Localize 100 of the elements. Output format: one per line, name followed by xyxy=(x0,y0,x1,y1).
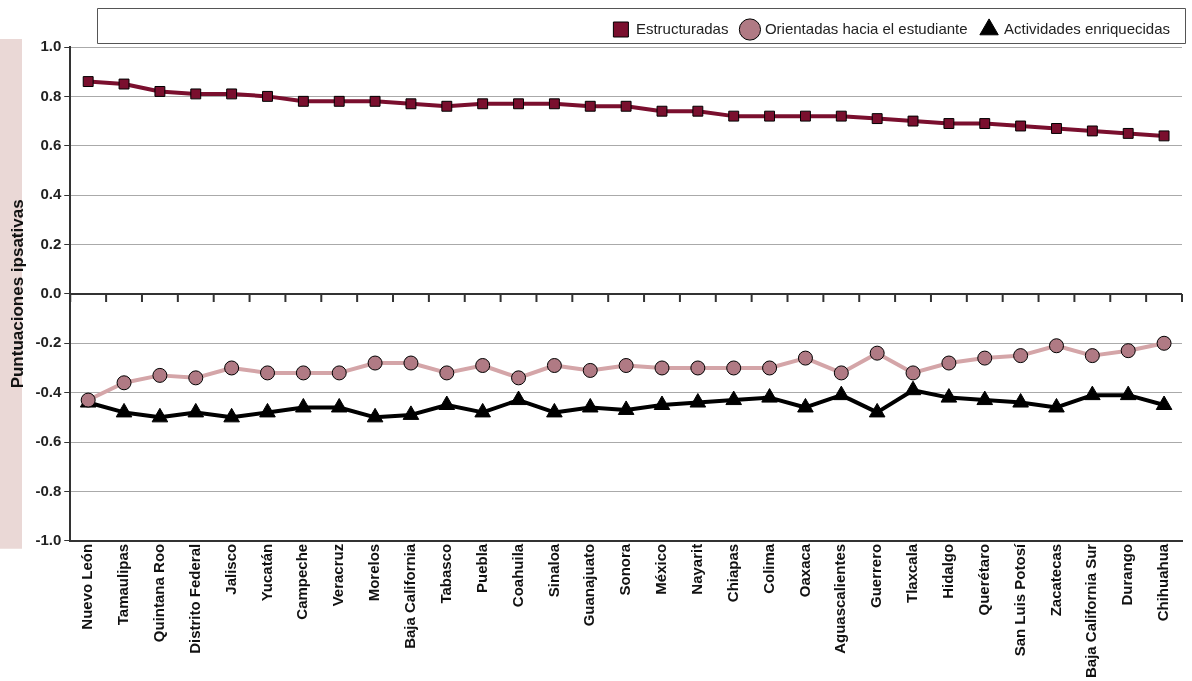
point xyxy=(581,397,599,413)
x-tick-label: Sonora xyxy=(616,543,634,596)
x-tick-label: Jalisco xyxy=(221,543,239,595)
x-tick-label: Tamaulipas xyxy=(114,543,132,626)
x-tick-label: Quintana Roo xyxy=(150,543,168,643)
y-tick-label: 0.2 xyxy=(40,234,62,252)
point xyxy=(941,355,957,371)
point xyxy=(82,76,94,88)
point xyxy=(477,98,489,110)
point xyxy=(653,395,671,410)
point xyxy=(976,390,994,406)
point xyxy=(1122,127,1134,139)
point xyxy=(797,397,814,413)
point xyxy=(1048,338,1064,354)
point xyxy=(151,407,169,423)
point xyxy=(799,110,811,122)
point xyxy=(187,402,205,418)
point xyxy=(869,345,885,361)
point xyxy=(154,85,166,97)
y-tick-label: 1.0 xyxy=(40,37,62,55)
point xyxy=(1119,385,1137,401)
point xyxy=(761,388,778,403)
point xyxy=(548,98,560,110)
point xyxy=(402,405,420,420)
point xyxy=(367,355,383,371)
point xyxy=(1051,123,1062,134)
x-tick-label: Tlaxcala xyxy=(903,543,921,604)
x-tick-label: Colima xyxy=(759,543,777,594)
point xyxy=(439,365,455,381)
point xyxy=(797,350,813,366)
y-axis-title: Puntuaciones ipsativas xyxy=(7,199,27,389)
x-tick-label: Chihuahua xyxy=(1154,543,1172,622)
y-tick-label: 0.0 xyxy=(40,284,62,302)
point xyxy=(546,402,563,418)
point xyxy=(979,118,991,129)
y-tick-label: -1.0 xyxy=(35,530,62,548)
point xyxy=(1084,385,1101,401)
legend-label: Estructuradas xyxy=(635,19,729,37)
point xyxy=(224,360,240,376)
point xyxy=(620,100,632,112)
x-tick-label: Tabasco xyxy=(436,543,454,604)
point xyxy=(546,358,562,373)
point xyxy=(584,100,596,112)
point xyxy=(728,110,740,122)
y-tick-label: -0.6 xyxy=(35,432,62,450)
point xyxy=(692,105,704,117)
point xyxy=(295,397,312,413)
x-tick-label: Puebla xyxy=(472,543,490,593)
point xyxy=(1012,393,1029,408)
point xyxy=(1156,335,1172,351)
y-tick-label: 0.8 xyxy=(40,86,62,104)
x-tick-label: Campeche xyxy=(293,543,311,620)
point xyxy=(1158,130,1170,142)
point xyxy=(152,367,168,383)
point xyxy=(940,388,958,403)
point xyxy=(656,105,668,117)
point xyxy=(977,350,993,366)
point xyxy=(1086,125,1098,137)
point xyxy=(295,365,311,381)
point xyxy=(297,95,309,107)
point xyxy=(188,370,204,386)
point xyxy=(333,95,345,107)
y-tick-label: 0.6 xyxy=(40,135,62,153)
point xyxy=(223,407,240,423)
x-tick-label: Nuevo León xyxy=(78,543,96,630)
x-tick-label: Aguascalientes xyxy=(831,543,849,654)
x-tick-label: Guerrero xyxy=(867,543,885,608)
x-tick-label: Coahuila xyxy=(508,543,526,608)
point xyxy=(1155,395,1173,410)
point xyxy=(868,402,886,418)
x-tick-label: Morelos xyxy=(365,543,383,602)
point xyxy=(259,402,276,418)
point xyxy=(833,365,849,381)
point xyxy=(438,395,456,410)
point xyxy=(115,402,133,418)
point xyxy=(366,407,384,423)
point xyxy=(475,358,491,373)
point xyxy=(617,400,635,415)
point xyxy=(1013,348,1029,364)
x-tick-label: Querétaro xyxy=(974,543,992,616)
x-tick-label: Guanajuato xyxy=(580,543,598,627)
point xyxy=(405,98,417,110)
point xyxy=(689,393,707,408)
x-tick-label: Chiapas xyxy=(723,543,741,603)
point xyxy=(582,362,598,378)
y-tick-label: 0.4 xyxy=(40,185,62,203)
point xyxy=(330,397,348,413)
x-tick-label: Veracruz xyxy=(329,543,347,607)
point xyxy=(725,390,743,406)
point xyxy=(331,365,347,381)
x-tick-label: México xyxy=(652,543,670,595)
x-tick-label: Oaxaca xyxy=(795,543,813,598)
point xyxy=(116,375,132,391)
point xyxy=(764,110,776,122)
y-tick-label: -0.4 xyxy=(35,382,62,400)
x-tick-label: Baja California Sur xyxy=(1082,543,1100,678)
point xyxy=(369,95,381,107)
x-tick-label: Hidalgo xyxy=(939,543,957,599)
point xyxy=(226,88,238,100)
x-tick-label: Baja California xyxy=(401,543,419,649)
